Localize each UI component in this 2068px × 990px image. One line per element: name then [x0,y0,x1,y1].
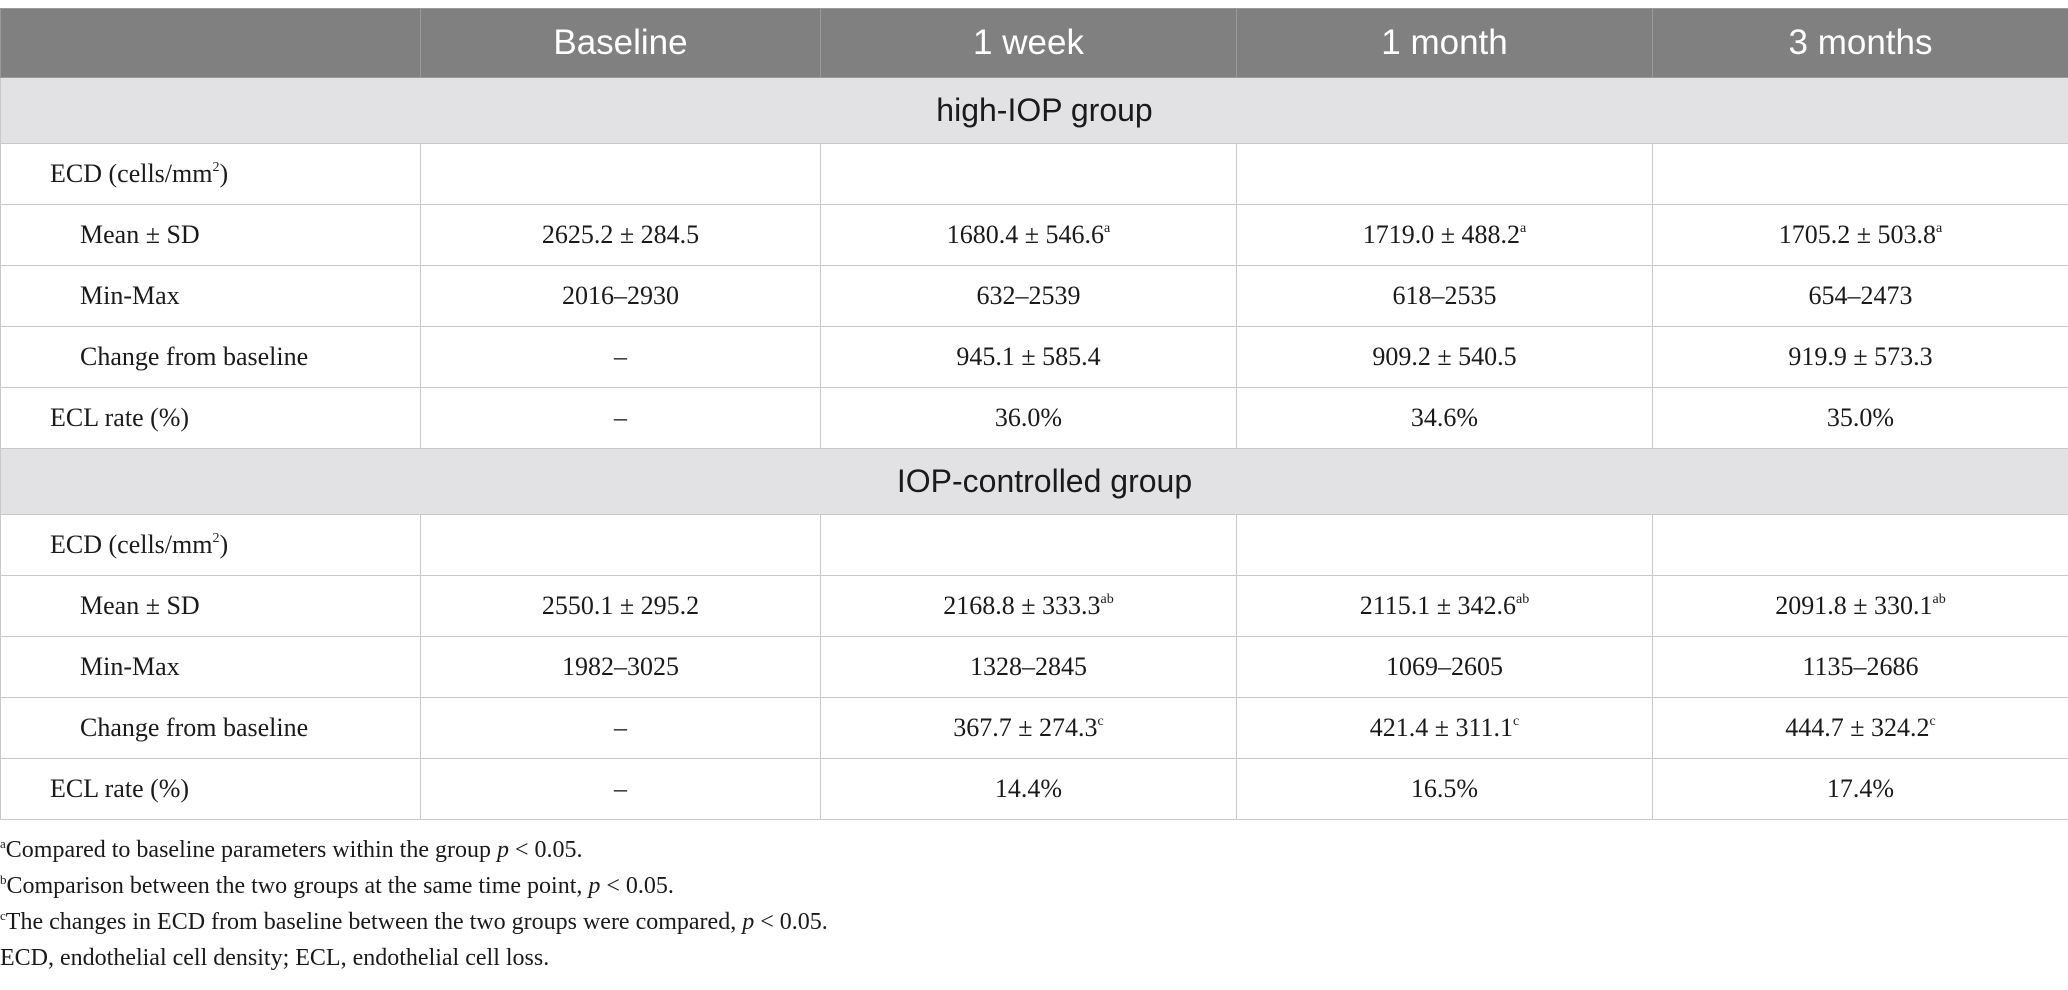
row-label: Change from baseline [0,326,421,388]
footnote-abbreviations: ECD, endothelial cell density; ECL, endo… [0,945,550,971]
cell: – [420,326,821,388]
cell: 2625.2 ± 284.5 [420,204,821,266]
cell: 1328–2845 [820,636,1237,698]
table-row: ECL rate (%) – 14.4% 16.5% 17.4% [0,758,2068,820]
cell: 1680.4 ± 546.6a [820,204,1237,266]
table-row: Change from baseline – 945.1 ± 585.4 909… [0,326,2068,388]
cell: 2115.1 ± 342.6ab [1236,575,1653,637]
cell: – [420,758,821,820]
cell: 17.4% [1652,758,2068,820]
cell: 36.0% [820,387,1237,449]
ecd-label: ECD (cells/mm2) [0,514,421,576]
header-1-week: 1 week [820,8,1237,78]
cell: 35.0% [1652,387,2068,449]
cell: 618–2535 [1236,265,1653,327]
cell: 2550.1 ± 295.2 [420,575,821,637]
cell: 34.6% [1236,387,1653,449]
table-row: Min-Max 2016–2930 632–2539 618–2535 654–… [0,265,2068,327]
cell: 367.7 ± 274.3c [820,697,1237,759]
group-row-high-iop: high-IOP group [0,77,2068,144]
group-row-iop-controlled: IOP-controlled group [0,448,2068,515]
cell: 909.2 ± 540.5 [1236,326,1653,388]
cell: 14.4% [820,758,1237,820]
cell: 1719.0 ± 488.2a [1236,204,1653,266]
table-row: Min-Max 1982–3025 1328–2845 1069–2605 11… [0,636,2068,698]
ecd-label: ECD (cells/mm2) [0,143,421,205]
cell: 1069–2605 [1236,636,1653,698]
cell: 919.9 ± 573.3 [1652,326,2068,388]
cell: 654–2473 [1652,265,2068,327]
table-row: Change from baseline – 367.7 ± 274.3c 42… [0,697,2068,759]
cell: 1135–2686 [1652,636,2068,698]
table-row: Mean ± SD 2550.1 ± 295.2 2168.8 ± 333.3a… [0,575,2068,637]
header-1-month: 1 month [1236,8,1653,78]
row-label: Min-Max [0,265,421,327]
ecd-table: Baseline 1 week 1 month 3 months high-IO… [0,8,2068,820]
cell: 2016–2930 [420,265,821,327]
cell: 632–2539 [820,265,1237,327]
cell: – [420,387,821,449]
cell: 16.5% [1236,758,1653,820]
cell: 1982–3025 [420,636,821,698]
cell: 2168.8 ± 333.3ab [820,575,1237,637]
table-row: ECD (cells/mm2) [0,514,2068,576]
cell: – [420,697,821,759]
header-row: Baseline 1 week 1 month 3 months [0,8,2068,78]
table-row: Mean ± SD 2625.2 ± 284.5 1680.4 ± 546.6a… [0,204,2068,266]
row-label: Change from baseline [0,697,421,759]
cell: 945.1 ± 585.4 [820,326,1237,388]
cell: 444.7 ± 324.2c [1652,697,2068,759]
header-3-months: 3 months [1652,8,2068,78]
group-title: high-IOP group [0,77,2068,144]
table-row: ECD (cells/mm2) [0,143,2068,205]
header-baseline: Baseline [420,8,821,78]
data-table-container: Baseline 1 week 1 month 3 months high-IO… [0,8,2068,820]
group-title: IOP-controlled group [0,448,2068,515]
row-label: Mean ± SD [0,575,421,637]
footnote-a: aCompared to baseline parameters within … [0,836,583,863]
row-label: Mean ± SD [0,204,421,266]
footnotes: aCompared to baseline parameters within … [0,832,2068,976]
footnote-b: bComparison between the two groups at th… [0,872,674,899]
row-label: ECL rate (%) [0,758,421,820]
header-blank [0,8,421,78]
row-label: Min-Max [0,636,421,698]
row-label: ECL rate (%) [0,387,421,449]
cell: 1705.2 ± 503.8a [1652,204,2068,266]
cell: 2091.8 ± 330.1ab [1652,575,2068,637]
cell: 421.4 ± 311.1c [1236,697,1653,759]
table-row: ECL rate (%) – 36.0% 34.6% 35.0% [0,387,2068,449]
footnote-c: cThe changes in ECD from baseline betwee… [0,908,828,935]
